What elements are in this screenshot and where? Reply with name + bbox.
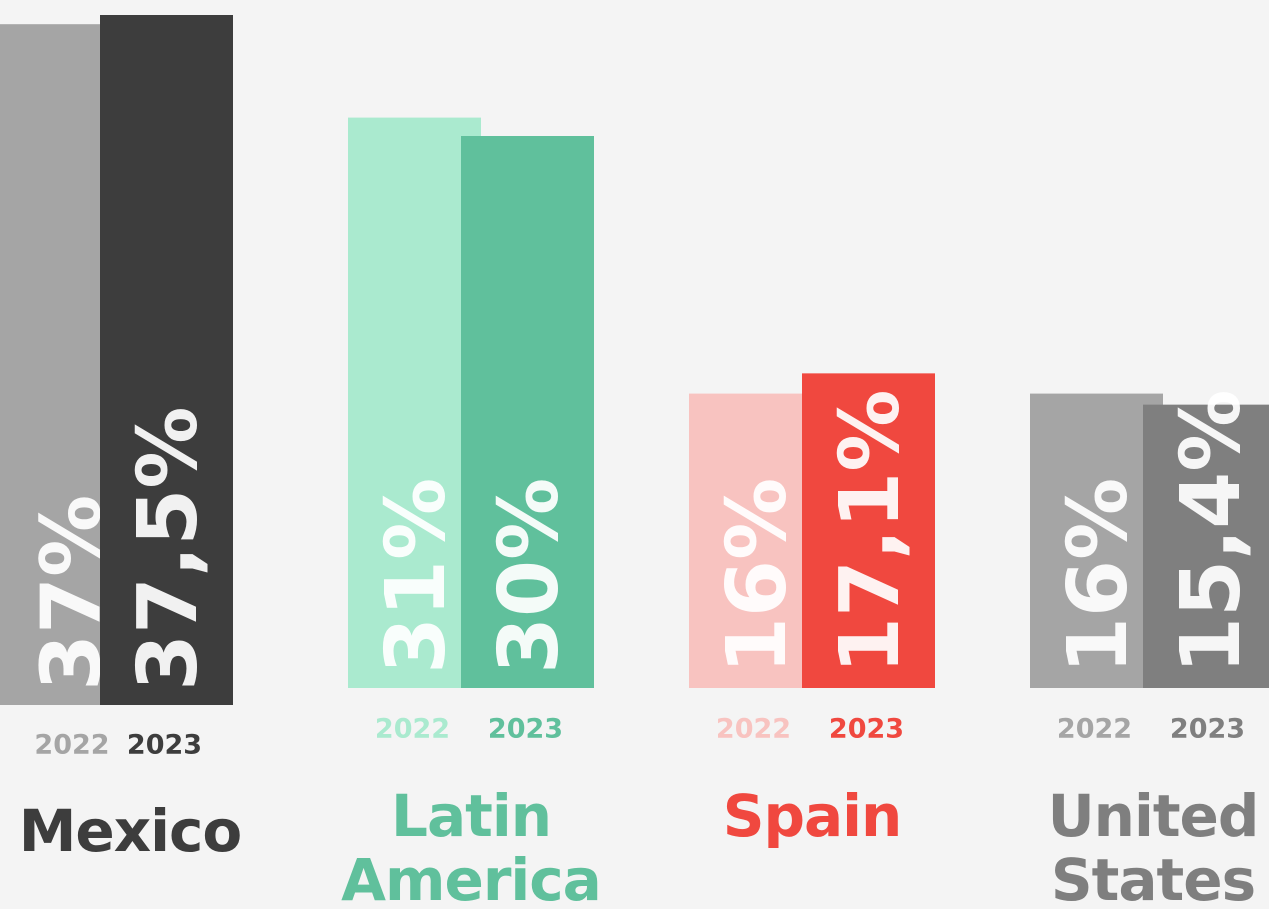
bar [689,393,822,688]
year-label: 2022 [34,730,109,761]
value-label: 15,4% [1164,390,1259,674]
bar [100,15,233,705]
bar [348,117,481,689]
category-label-line: Latin [391,782,551,850]
value-label: 16% [1051,478,1146,674]
value-label: 37,5% [121,407,216,691]
bar [1143,404,1269,688]
value-label: 30% [482,478,577,674]
category-label-line: States [1051,846,1255,909]
bar [461,136,594,688]
year-label: 2023 [1170,714,1245,745]
category-label: Latin America [341,782,601,909]
category-label-line: America [341,846,601,909]
year-label: 2023 [829,714,904,745]
year-label: 2023 [488,714,563,745]
bar [802,373,935,688]
year-label: 2022 [716,714,791,745]
category-label-line: United [1048,782,1259,850]
category-label: United States [1048,782,1259,909]
year-label: 2023 [127,730,202,761]
value-label: 16% [710,478,805,674]
category-label: Mexico [19,797,242,865]
value-label: 17,1% [823,390,918,674]
bar [1030,393,1163,688]
year-label: 2022 [375,714,450,745]
category-label: Spain [723,782,902,850]
value-label: 31% [369,478,464,674]
year-label: 2022 [1057,714,1132,745]
